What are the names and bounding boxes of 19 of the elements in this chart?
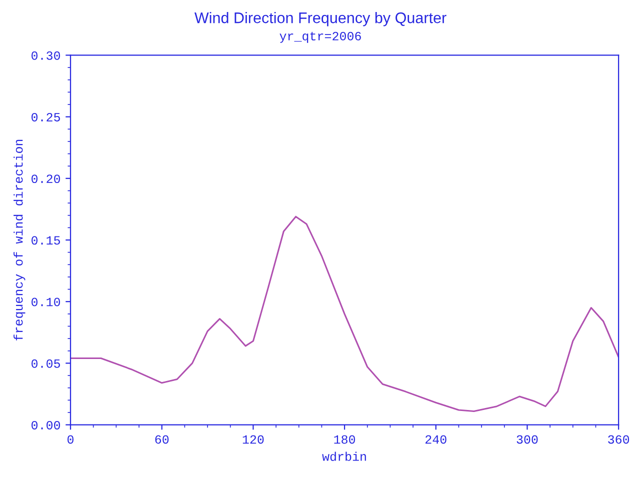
y-tick-label: 0.05 bbox=[32, 359, 60, 368]
x-tick-label: 60 bbox=[155, 435, 169, 444]
y-tick-label: 0.25 bbox=[32, 112, 60, 122]
y-tick-label: 0.10 bbox=[32, 298, 60, 306]
x-tick-label: 300 bbox=[516, 435, 538, 444]
x-tick-label: 120 bbox=[242, 435, 264, 444]
line-series bbox=[70, 216, 619, 412]
x-axis-title: wdrbin bbox=[322, 452, 366, 461]
chart-title: Wind Direction Frequency by Quarter bbox=[194, 12, 446, 26]
x-tick-label: 360 bbox=[608, 435, 630, 444]
y-axis-title: frequency of wind direction bbox=[14, 140, 26, 340]
x-tick-label: 180 bbox=[334, 435, 356, 444]
x-tick-label: 0 bbox=[68, 435, 74, 444]
y-tick-label: 0.20 bbox=[32, 174, 60, 184]
y-tick-label: 0.00 bbox=[32, 420, 60, 430]
x-tick-label: 240 bbox=[426, 435, 446, 444]
chart-subtitle: yr_qtr=2006 bbox=[280, 32, 361, 43]
y-tick-label: 0.15 bbox=[32, 236, 60, 245]
y-tick-label: 0.30 bbox=[32, 51, 60, 60]
